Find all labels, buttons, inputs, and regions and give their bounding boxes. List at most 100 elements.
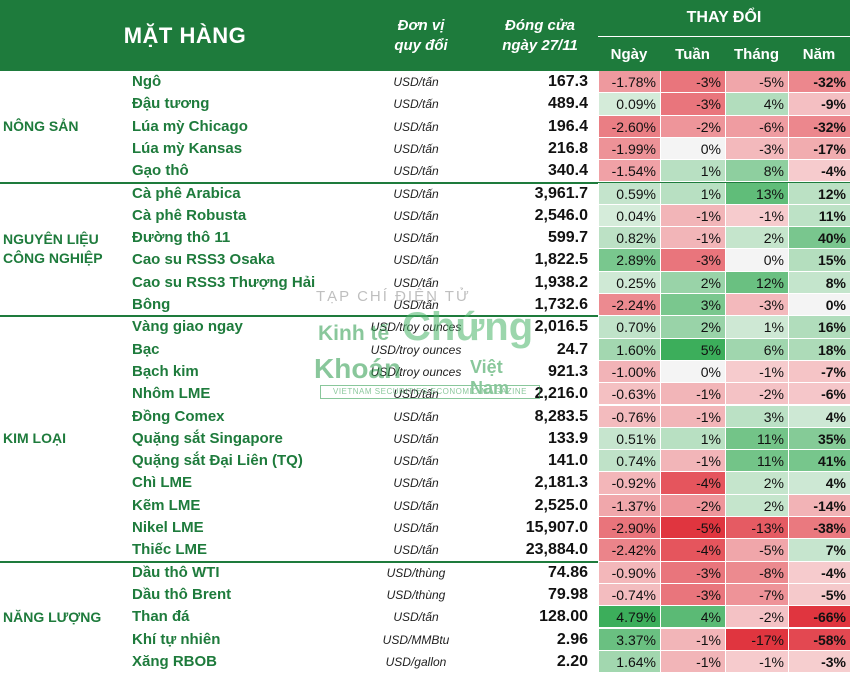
- commodity-name: Bông: [132, 296, 171, 313]
- commodity-name: Bạc: [132, 340, 160, 358]
- change-week: -1%: [660, 628, 725, 651]
- close-price: 8,283.5: [534, 407, 588, 425]
- close-price: 1,822.5: [534, 251, 588, 269]
- table-row: Lúa mỳ Chicago USD/tấn 196.4 -2.60% -2% -6% -3…: [126, 115, 850, 138]
- table-row: Chì LME USD/tấn 2,181.3 -0.92% -4% 2% 4%: [126, 472, 850, 495]
- change-week: -2%: [660, 494, 725, 517]
- close-price: 23,884.0: [525, 541, 588, 559]
- commodity-unit: USD/tấn: [393, 454, 439, 469]
- commodity-unit: USD/tấn: [393, 119, 439, 134]
- change-week: 0%: [660, 360, 725, 384]
- close-price: 3,961.7: [534, 184, 588, 202]
- change-week: -1%: [660, 450, 725, 473]
- change-week: 2%: [660, 316, 725, 339]
- group-label: NGUYÊN LIỆU CÔNG NGHIỆP: [3, 231, 103, 267]
- change-week: -3%: [660, 249, 725, 272]
- change-month: -5%: [725, 539, 788, 562]
- change-day: 1.60%: [598, 338, 660, 361]
- table-row: Bông USD/tấn 1,732.6 -2.24% 3% -3% 0%: [126, 294, 850, 317]
- close-price: 74.86: [547, 563, 588, 581]
- commodity-unit: USD/tấn: [393, 164, 439, 179]
- change-month: -6%: [725, 115, 788, 138]
- close-price: 340.4: [547, 162, 588, 180]
- commodity-unit: USD/troy ounces: [370, 320, 462, 335]
- table-row: Vàng giao ngay USD/troy ounces 2,016.5 0.70…: [126, 316, 850, 339]
- header-unit: Đơn vị quy đổi: [374, 12, 468, 60]
- change-month: 2%: [725, 227, 788, 250]
- table-row: Bạc USD/troy ounces 24.7 1.60% 5% 6% 18%: [126, 338, 850, 361]
- change-day: 0.82%: [598, 227, 660, 250]
- table-row: Nhôm LME USD/tấn 2,216.0 -0.63% -1% -2% -6%: [126, 383, 850, 406]
- change-year: 4%: [788, 472, 850, 495]
- commodity-name: Đậu tương: [132, 95, 210, 113]
- change-week: -1%: [660, 650, 725, 674]
- change-year: 4%: [788, 405, 850, 428]
- table-row: Than đá USD/tấn 128.00 4.79% 4% -2% -66%: [126, 606, 850, 629]
- change-month: 6%: [725, 338, 788, 361]
- change-year: -4%: [788, 561, 850, 584]
- change-month: -2%: [725, 383, 788, 406]
- watermark-chung: Chứng: [402, 305, 534, 349]
- change-day: -0.76%: [598, 405, 660, 428]
- change-week: -3%: [660, 93, 725, 116]
- header-week: Tuần: [675, 45, 710, 63]
- commodity-unit: USD/tấn: [393, 97, 439, 112]
- close-price: 141.0: [547, 452, 588, 470]
- table-row: Bạch kim USD/troy ounces 921.3 -1.00% 0% -1% -…: [126, 360, 850, 384]
- change-week: 5%: [660, 338, 725, 361]
- change-week: -1%: [660, 204, 725, 228]
- close-price: 128.00: [539, 608, 588, 626]
- change-day: 3.37%: [598, 628, 660, 651]
- change-day: -1.00%: [598, 360, 660, 384]
- change-year: -6%: [788, 383, 850, 406]
- group-label: NÔNG SẢN: [3, 118, 79, 135]
- change-week: -3%: [660, 561, 725, 584]
- table-row: Quặng sắt Đại Liên (TQ) USD/tấn 141.0 0.74%…: [126, 450, 850, 473]
- commodity-unit: USD/thùng: [386, 587, 446, 602]
- change-day: -1.99%: [598, 137, 660, 161]
- change-week: 4%: [660, 606, 725, 629]
- change-day: 0.25%: [598, 271, 660, 294]
- change-year: 16%: [788, 316, 850, 339]
- change-year: -9%: [788, 93, 850, 116]
- change-month: 12%: [725, 271, 788, 294]
- table-row: Cà phê Robusta USD/tấn 2,546.0 0.04% -1% -1% 1…: [126, 204, 850, 228]
- change-year: -32%: [788, 71, 850, 94]
- table-row: Thiếc LME USD/tấn 23,884.0 -2.42% -4% -5% 7%: [126, 539, 850, 562]
- change-day: 4.79%: [598, 606, 660, 629]
- change-year: -66%: [788, 606, 850, 629]
- commodity-name: Dầu thô Brent: [132, 585, 232, 603]
- watermark-viet-nam: Việt Nam: [470, 357, 510, 398]
- change-month: 8%: [725, 160, 788, 183]
- close-price: 15,907.0: [525, 519, 588, 536]
- change-year: 35%: [788, 427, 850, 451]
- commodity-name: Nikel LME: [132, 519, 204, 536]
- change-day: -2.60%: [598, 115, 660, 138]
- commodity-name: Cà phê Robusta: [132, 206, 247, 224]
- change-year: -3%: [788, 650, 850, 674]
- commodity-name: Nhôm LME: [132, 385, 211, 403]
- change-day: -0.90%: [598, 561, 660, 584]
- commodity-unit: USD/tấn: [393, 610, 439, 625]
- commodity-name: Vàng giao ngay: [132, 318, 243, 336]
- close-price: 196.4: [547, 117, 588, 135]
- change-week: 3%: [660, 294, 725, 317]
- change-day: -0.74%: [598, 583, 660, 607]
- watermark-tagline: VIETNAM SECURITIES ECONOMIC MAGAZINE: [320, 385, 540, 399]
- change-week: -1%: [660, 227, 725, 250]
- change-month: 13%: [725, 182, 788, 205]
- change-day: -2.24%: [598, 294, 660, 317]
- header-year: Năm: [802, 45, 836, 63]
- commodity-unit: USD/tấn: [393, 208, 439, 223]
- header-item: MẶT HÀNG: [123, 22, 247, 48]
- watermark-kinh-te: Kinh tế: [318, 322, 390, 345]
- change-month: 0%: [725, 249, 788, 272]
- commodity-unit: USD/tấn: [393, 275, 439, 290]
- commodity-unit: USD/tấn: [393, 231, 439, 246]
- commodity-unit: USD/tấn: [393, 543, 439, 558]
- change-year: 0%: [788, 294, 850, 317]
- table-row: Dầu thô WTI USD/thùng 74.86 -0.90% -3% -8% -4%: [126, 561, 850, 584]
- close-price: 921.3: [547, 362, 588, 380]
- table-row: Đường thô 11 USD/tấn 599.7 0.82% -1% 2% 40%: [126, 227, 850, 250]
- change-month: -17%: [725, 628, 788, 651]
